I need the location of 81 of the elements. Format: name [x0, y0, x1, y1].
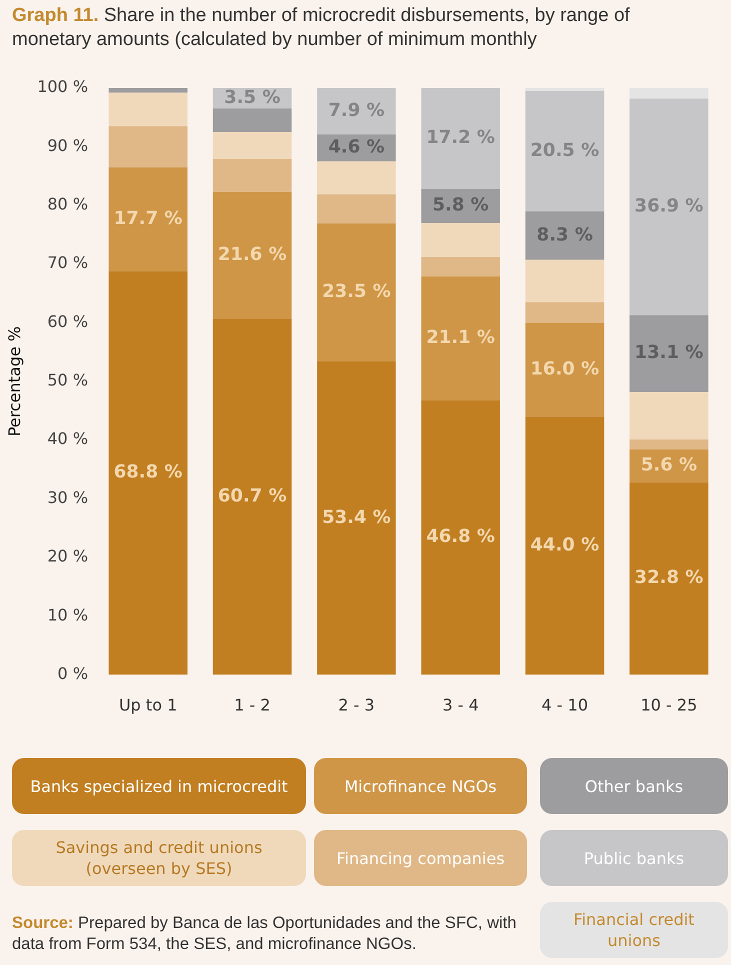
bar [630, 439, 708, 450]
data-label: 44.0 % [530, 534, 600, 556]
bar [630, 482, 708, 675]
data-label: 7.9 % [328, 100, 385, 121]
bar [212, 108, 292, 132]
bar [525, 211, 604, 260]
chart-title: Graph 11. Share in the number of microcredit disbursements, by range of monetary amounts (calculated by number of minimum monthly [12, 4, 631, 52]
y-tick-label: 20 % [47, 546, 88, 566]
x-tick-label: 2 - 3 [338, 696, 375, 715]
bar [421, 222, 500, 257]
text: Financial credit unions [572, 909, 696, 951]
text: Financing companies [336, 848, 505, 868]
bar [212, 192, 292, 319]
data-label: 4.6 % [328, 136, 385, 158]
bar [108, 92, 188, 126]
bar [108, 271, 188, 675]
bar [525, 260, 604, 302]
text: Banks specialized in microcredit [30, 776, 288, 796]
y-tick-label: 100 % [37, 77, 88, 96]
bar [421, 276, 500, 400]
text: Microfinance NGOs [344, 776, 497, 796]
bar [212, 132, 292, 160]
y-tick-label: 0 % [58, 664, 88, 683]
y-tick-label: 60 % [47, 312, 88, 331]
x-tick-label: Up to 1 [118, 696, 178, 715]
bar [630, 98, 708, 316]
data-label: 36.9 % [634, 196, 704, 216]
x-tick-label: 4 - 10 [542, 696, 588, 715]
bar [108, 88, 188, 93]
y-tick-label: 30 % [47, 488, 88, 507]
x-tick-label: 1 - 2 [234, 696, 270, 715]
data-label: 16.0 % [530, 358, 600, 380]
data-label: 13.1 % [634, 342, 704, 364]
bar [108, 167, 188, 272]
y-tick-label: 90 % [47, 136, 88, 155]
y-tick-label: 80 % [47, 194, 88, 214]
text: Savings and credit unions (overseen by SES) [54, 837, 264, 879]
x-tick-label: 3 - 4 [442, 696, 479, 715]
bar [525, 88, 604, 91]
data-label: 46.8 % [426, 526, 495, 548]
bar [421, 257, 500, 276]
data-label: 32.8 % [634, 567, 704, 588]
data-label: 17.2 % [426, 127, 495, 148]
data-label: 5.6 % [640, 454, 698, 476]
bar [317, 361, 396, 675]
data-label: 20.5 % [530, 140, 600, 161]
text: Public banks [584, 848, 684, 868]
bar [630, 88, 708, 99]
bar [525, 322, 604, 417]
bar [525, 302, 604, 323]
bar [630, 315, 708, 392]
y-tick-label: 40 % [47, 429, 88, 448]
data-label: 21.1 % [426, 326, 495, 348]
data-label: 60.7 % [218, 485, 287, 506]
y-tick-label: 70 % [47, 253, 88, 272]
bar [317, 224, 396, 362]
bar [317, 161, 396, 194]
bar [525, 90, 604, 212]
data-label: 53.4 % [322, 506, 391, 528]
text: Other banks [584, 776, 684, 796]
data-label: 23.5 % [322, 281, 391, 302]
bar [212, 159, 292, 192]
data-label: 3.5 % [224, 86, 280, 108]
source-note: Source: Prepared by Banca de las Oportunidades and the SFC, with data from Form 534, the SES, and microfinance NGOs. [12, 913, 518, 955]
bar [212, 318, 292, 675]
x-tick-label: 10 - 25 [640, 696, 698, 715]
data-label: 8.3 % [536, 224, 593, 246]
bar [108, 126, 188, 168]
bar [317, 88, 396, 134]
data-label: 21.6 % [218, 244, 287, 265]
y-axis-title: Percentage % [4, 326, 24, 437]
y-tick-label: 10 % [47, 605, 88, 624]
bar [630, 392, 708, 440]
bar [421, 88, 500, 189]
bar [525, 416, 604, 675]
bar [317, 194, 396, 224]
y-tick-label: 50 % [47, 370, 88, 390]
data-label: 68.8 % [114, 462, 182, 483]
data-label: 17.7 % [114, 208, 182, 229]
bar [421, 400, 500, 675]
data-label: 5.8 % [432, 194, 489, 216]
